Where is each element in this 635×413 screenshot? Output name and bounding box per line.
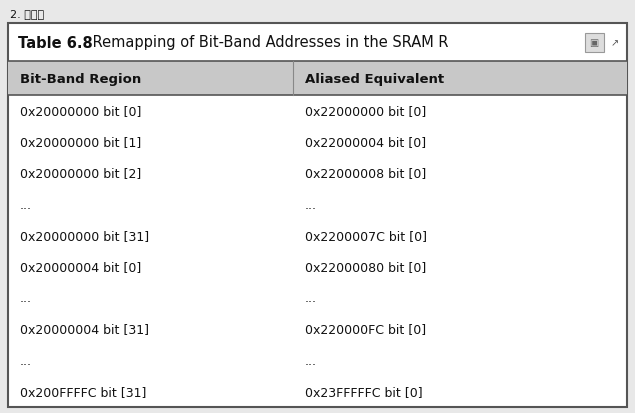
Text: 0x20000004 bit [0]: 0x20000004 bit [0] [20, 261, 141, 273]
Text: Table 6.8: Table 6.8 [18, 36, 93, 50]
Text: 2. 映射表: 2. 映射表 [10, 9, 44, 19]
Text: 0x20000000 bit [1]: 0x20000000 bit [1] [20, 136, 141, 149]
Text: 0x20000000 bit [31]: 0x20000000 bit [31] [20, 229, 149, 242]
Text: ...: ... [305, 354, 317, 367]
Text: ↗: ↗ [611, 38, 619, 48]
Text: 0x20000004 bit [31]: 0x20000004 bit [31] [20, 323, 149, 336]
Text: 0x20000000 bit [0]: 0x20000000 bit [0] [20, 105, 142, 118]
Text: 0x22000004 bit [0]: 0x22000004 bit [0] [305, 136, 426, 149]
Text: 0x23FFFFFC bit [0]: 0x23FFFFFC bit [0] [305, 385, 422, 398]
Bar [8, 62, 627, 96]
Text: 0x22000008 bit [0]: 0x22000008 bit [0] [305, 167, 426, 180]
Text: ...: ... [305, 198, 317, 211]
Text: ▣: ▣ [589, 38, 599, 48]
Text: Remapping of Bit-Band Addresses in the SRAM R: Remapping of Bit-Band Addresses in the S… [88, 36, 448, 50]
Text: 0x220000FC bit [0]: 0x220000FC bit [0] [305, 323, 426, 336]
Text: Bit-Band Region: Bit-Band Region [20, 72, 141, 85]
Text: ...: ... [305, 292, 317, 304]
Text: 0x20000000 bit [2]: 0x20000000 bit [2] [20, 167, 141, 180]
Text: 0x2200007C bit [0]: 0x2200007C bit [0] [305, 229, 427, 242]
Text: ...: ... [20, 198, 32, 211]
Text: Aliased Equivalent: Aliased Equivalent [305, 72, 444, 85]
Text: 0x200FFFFC bit [31]: 0x200FFFFC bit [31] [20, 385, 147, 398]
FancyBboxPatch shape [584, 33, 603, 52]
Text: 0x22000080 bit [0]: 0x22000080 bit [0] [305, 261, 426, 273]
Text: 0x22000000 bit [0]: 0x22000000 bit [0] [305, 105, 426, 118]
Text: ...: ... [20, 354, 32, 367]
Text: ...: ... [20, 292, 32, 304]
